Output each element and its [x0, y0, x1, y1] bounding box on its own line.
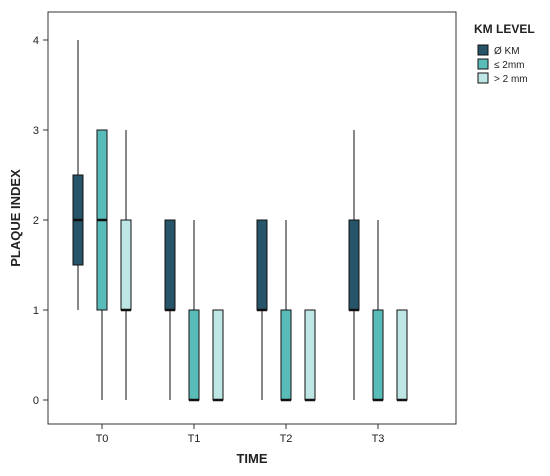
- box-t0-series-2: [96, 129, 108, 400]
- box-t1-series-1: [164, 219, 176, 400]
- legend-swatch: [477, 44, 489, 56]
- box-t0-series-1: [72, 40, 84, 310]
- y-tick-label: 1: [33, 305, 39, 317]
- box: [256, 219, 268, 311]
- box-t0-series-3: [120, 130, 132, 400]
- y-axis: 0 1 2 3 4: [33, 35, 48, 407]
- box-groups: [72, 40, 408, 402]
- box-t3-series-3: [396, 309, 408, 402]
- box-t1-series-3: [212, 309, 224, 402]
- legend-label: > 2 mm: [494, 74, 528, 85]
- box-t2-series-2: [280, 220, 292, 402]
- x-axis: T0 T1 T2 T3: [96, 424, 385, 445]
- x-tick-label: T2: [280, 433, 293, 445]
- plot-frame: [47, 11, 457, 425]
- legend-label: Ø KM: [494, 46, 520, 57]
- legend-label: ≤ 2mm: [494, 60, 525, 71]
- box-t2-series-3: [304, 309, 316, 402]
- box: [372, 309, 384, 401]
- box-t3-series-1: [348, 130, 360, 400]
- box-t3-series-2: [372, 220, 384, 402]
- legend-title: KM LEVEL: [474, 22, 535, 36]
- box: [396, 309, 408, 401]
- box: [164, 219, 176, 311]
- y-tick-label: 0: [33, 395, 39, 407]
- box-t2-series-1: [256, 219, 268, 400]
- box: [304, 309, 316, 401]
- x-axis-title: TIME: [236, 451, 267, 466]
- y-tick-label: 2: [33, 215, 39, 227]
- x-tick-label: T3: [372, 433, 385, 445]
- legend: Ø KM ≤ 2mm > 2 mm: [477, 44, 528, 85]
- box: [280, 309, 292, 401]
- box: [188, 309, 200, 401]
- legend-swatch: [477, 72, 489, 84]
- x-tick-label: T0: [96, 433, 109, 445]
- box: [348, 219, 360, 311]
- y-tick-label: 4: [33, 35, 39, 47]
- box: [120, 219, 132, 311]
- box: [212, 309, 224, 401]
- y-tick-label: 3: [33, 125, 39, 137]
- y-axis-title: PLAQUE INDEX: [8, 169, 23, 267]
- x-tick-label: T1: [188, 433, 201, 445]
- box-t1-series-2: [188, 220, 200, 402]
- legend-swatch: [477, 58, 489, 70]
